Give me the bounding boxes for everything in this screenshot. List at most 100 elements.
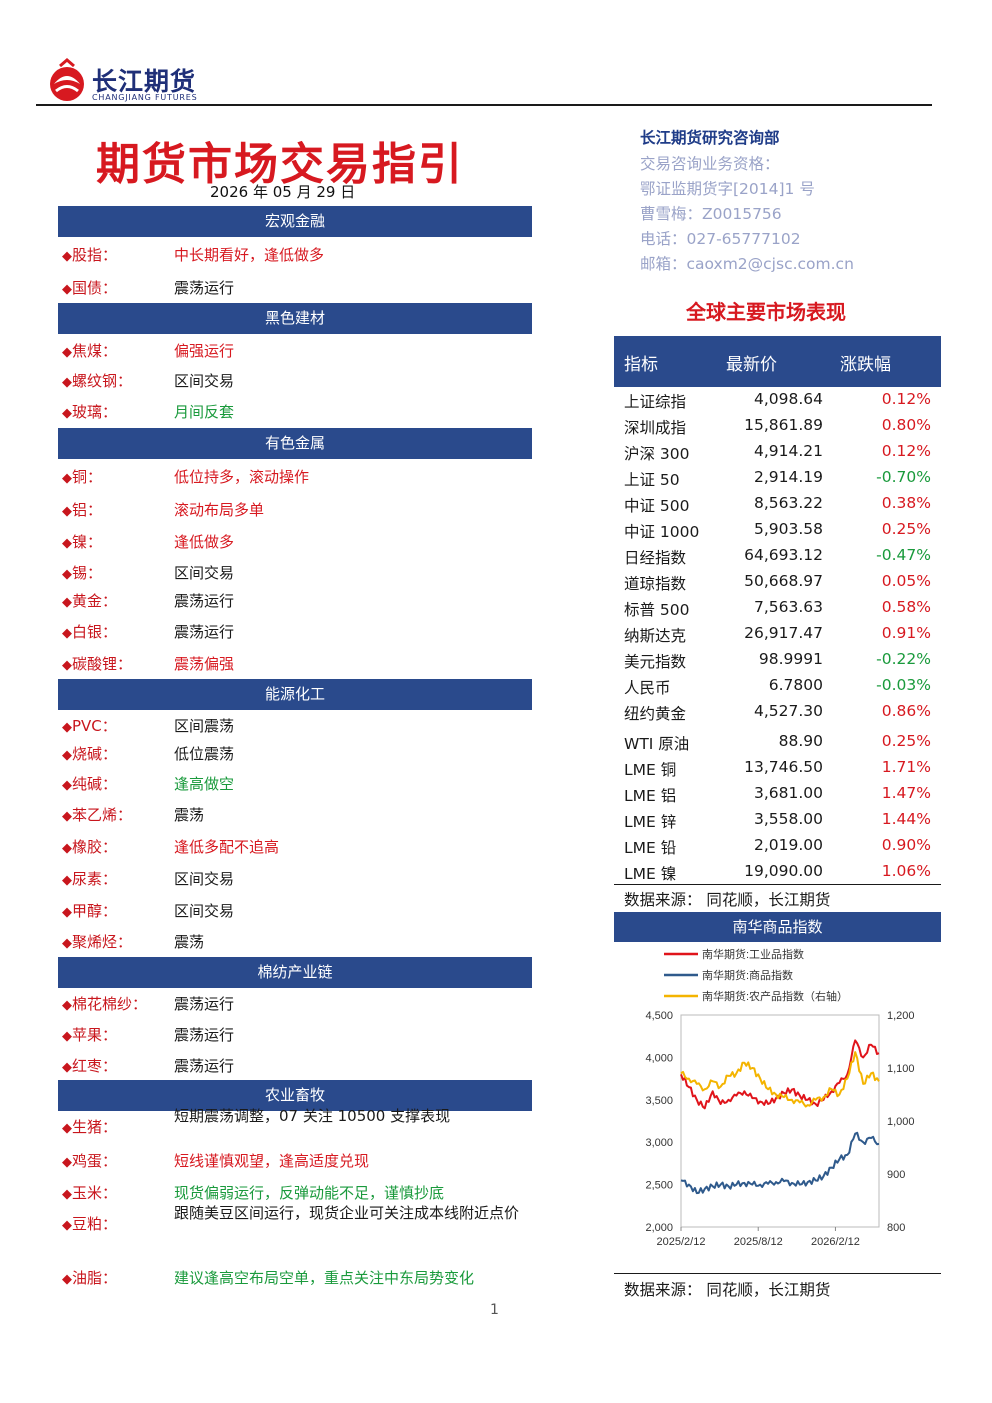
index-name: 纽约黄金 <box>624 705 687 723</box>
commodity-name: 棉花棉纱： <box>72 995 148 1013</box>
commodity-name: 橡胶： <box>72 838 118 856</box>
email-link[interactable]: 邮箱：caoxm2@cjsc.com.cn <box>640 255 854 273</box>
market-row: LME 铜 13,746.50 1.71% <box>614 756 941 782</box>
index-price: 26,917.47 <box>744 624 823 642</box>
index-name: LME 铅 <box>624 839 677 857</box>
section-header: 棉纺产业链 <box>58 957 532 988</box>
strategy-text: 震荡运行 <box>174 995 235 1013</box>
index-change: 0.12% <box>881 442 931 460</box>
qualification-label: 交易咨询业务资格： <box>640 155 780 173</box>
y-right-tick: 1,000 <box>887 1116 915 1128</box>
index-change: 0.25% <box>881 520 931 538</box>
strategy-item: ◆生猪： 短期震荡调整，07 关注 10500 支撑表现 <box>62 1105 536 1151</box>
index-name: LME 铜 <box>624 761 677 779</box>
market-row: WTI 原油 88.90 0.25% <box>614 730 941 756</box>
y-left-tick: 2,000 <box>645 1222 673 1234</box>
index-change: 1.47% <box>881 784 931 802</box>
diamond-bullet-icon: ◆ <box>62 595 72 610</box>
market-row: LME 铝 3,681.00 1.47% <box>614 782 941 808</box>
section-header: 宏观金融 <box>58 206 532 237</box>
strategy-item: ◆红枣： 震荡运行 <box>62 1055 536 1076</box>
index-name: 标普 500 <box>624 601 690 619</box>
strategy-item: ◆纯碱： 逢高做空 <box>62 773 536 794</box>
diamond-bullet-icon: ◆ <box>62 936 72 951</box>
strategy-text: 低位震荡 <box>174 745 235 763</box>
section-header: 黑色建材 <box>58 303 532 334</box>
strategy-text: 区间交易 <box>174 372 235 390</box>
strategy-item: ◆聚烯烃： 震荡 <box>62 931 536 952</box>
y-right-tick: 1,200 <box>887 1010 915 1022</box>
commodity-name: 苹果： <box>72 1026 118 1044</box>
x-tick-label: 2026/2/12 <box>811 1236 860 1248</box>
dept-name: 长江期货研究咨询部 <box>640 129 780 147</box>
x-tick-label: 2025/2/12 <box>657 1236 706 1248</box>
strategy-text: 震荡运行 <box>174 592 235 610</box>
commodity-name: 焦煤： <box>72 342 118 360</box>
index-price: 8,563.22 <box>753 494 823 512</box>
index-price: 3,558.00 <box>753 810 823 828</box>
commodity-name: 铜： <box>72 468 103 486</box>
commodity-name: 烧碱： <box>72 745 118 763</box>
market-row: 美元指数 98.9991 -0.22% <box>614 648 941 674</box>
index-price: 7,563.63 <box>753 598 823 616</box>
diamond-bullet-icon: ◆ <box>62 345 72 360</box>
strategy-item: ◆锡： 区间交易 <box>62 562 536 583</box>
index-price: 50,668.97 <box>744 572 823 590</box>
commodity-name: 油脂： <box>72 1269 118 1287</box>
diamond-bullet-icon: ◆ <box>62 748 72 763</box>
strategy-text: 震荡运行 <box>174 1026 235 1044</box>
index-price: 19,090.00 <box>744 862 823 880</box>
plot-area <box>680 1014 880 1228</box>
strategy-text: 震荡 <box>174 806 205 824</box>
legend-label: 南华期货:工业品指数 <box>702 947 804 961</box>
strategy-item: ◆玉米： 现货偏弱运行，反弹动能不足，谨慎抄底 <box>62 1182 536 1203</box>
index-price: 88.90 <box>778 732 823 750</box>
diamond-bullet-icon: ◆ <box>62 626 72 641</box>
index-change: 0.90% <box>881 836 931 854</box>
diamond-bullet-icon: ◆ <box>62 658 72 673</box>
market-title: 全球主要市场表现 <box>686 300 846 324</box>
market-row: 中证 500 8,563.22 0.38% <box>614 492 941 518</box>
market-row: 人民币 6.7800 -0.03% <box>614 674 941 700</box>
strategy-text: 中长期看好，逢低做多 <box>174 246 325 264</box>
strategy-item: ◆焦煤： 偏强运行 <box>62 340 536 361</box>
legend-label: 南华期货:农产品指数（右轴） <box>702 989 848 1003</box>
strategy-item: ◆镍： 逢低做多 <box>62 531 536 552</box>
index-name: 人民币 <box>624 679 671 697</box>
diamond-bullet-icon: ◆ <box>62 282 72 297</box>
strategy-item: ◆PVC： 区间震荡 <box>62 715 536 736</box>
index-price: 2,019.00 <box>753 836 823 854</box>
diamond-bullet-icon: ◆ <box>62 1218 72 1233</box>
strategy-text: 区间交易 <box>174 564 235 582</box>
index-name: LME 镍 <box>624 865 677 883</box>
diamond-bullet-icon: ◆ <box>62 406 72 421</box>
strategy-text: 逢高做空 <box>174 775 235 793</box>
index-price: 5,903.58 <box>753 520 823 538</box>
strategy-item: ◆苹果： 震荡运行 <box>62 1024 536 1045</box>
logo-icon <box>50 58 84 101</box>
strategy-text: 震荡偏强 <box>174 655 235 673</box>
diamond-bullet-icon: ◆ <box>62 778 72 793</box>
market-row: 道琼指数 50,668.97 0.05% <box>614 570 941 596</box>
index-name: WTI 原油 <box>624 735 690 753</box>
market-row: LME 锌 3,558.00 1.44% <box>614 808 941 834</box>
index-change: 0.12% <box>881 390 931 408</box>
index-name: 纳斯达克 <box>624 627 687 645</box>
y-right-tick: 900 <box>887 1169 905 1181</box>
commodity-name: 锡： <box>72 564 103 582</box>
page-number: 1 <box>490 1302 499 1318</box>
diamond-bullet-icon: ◆ <box>62 375 72 390</box>
market-row: 上证综指 4,098.64 0.12% <box>614 388 941 414</box>
chart-bottom-rule <box>614 1273 941 1274</box>
index-name: 美元指数 <box>624 653 687 671</box>
strategy-text: 区间震荡 <box>174 717 235 735</box>
y-left-tick: 3,500 <box>645 1095 673 1107</box>
commodity-name: 螺纹钢： <box>72 372 133 390</box>
commodity-name: 玻璃： <box>72 403 118 421</box>
commodity-name: 尿素： <box>72 870 118 888</box>
market-row: 纽约黄金 4,527.30 0.86% <box>614 700 941 726</box>
market-row: 沪深 300 4,914.21 0.12% <box>614 440 941 466</box>
commodity-name: 白银： <box>72 623 118 641</box>
legend-label: 南华期货:商品指数 <box>702 968 793 982</box>
